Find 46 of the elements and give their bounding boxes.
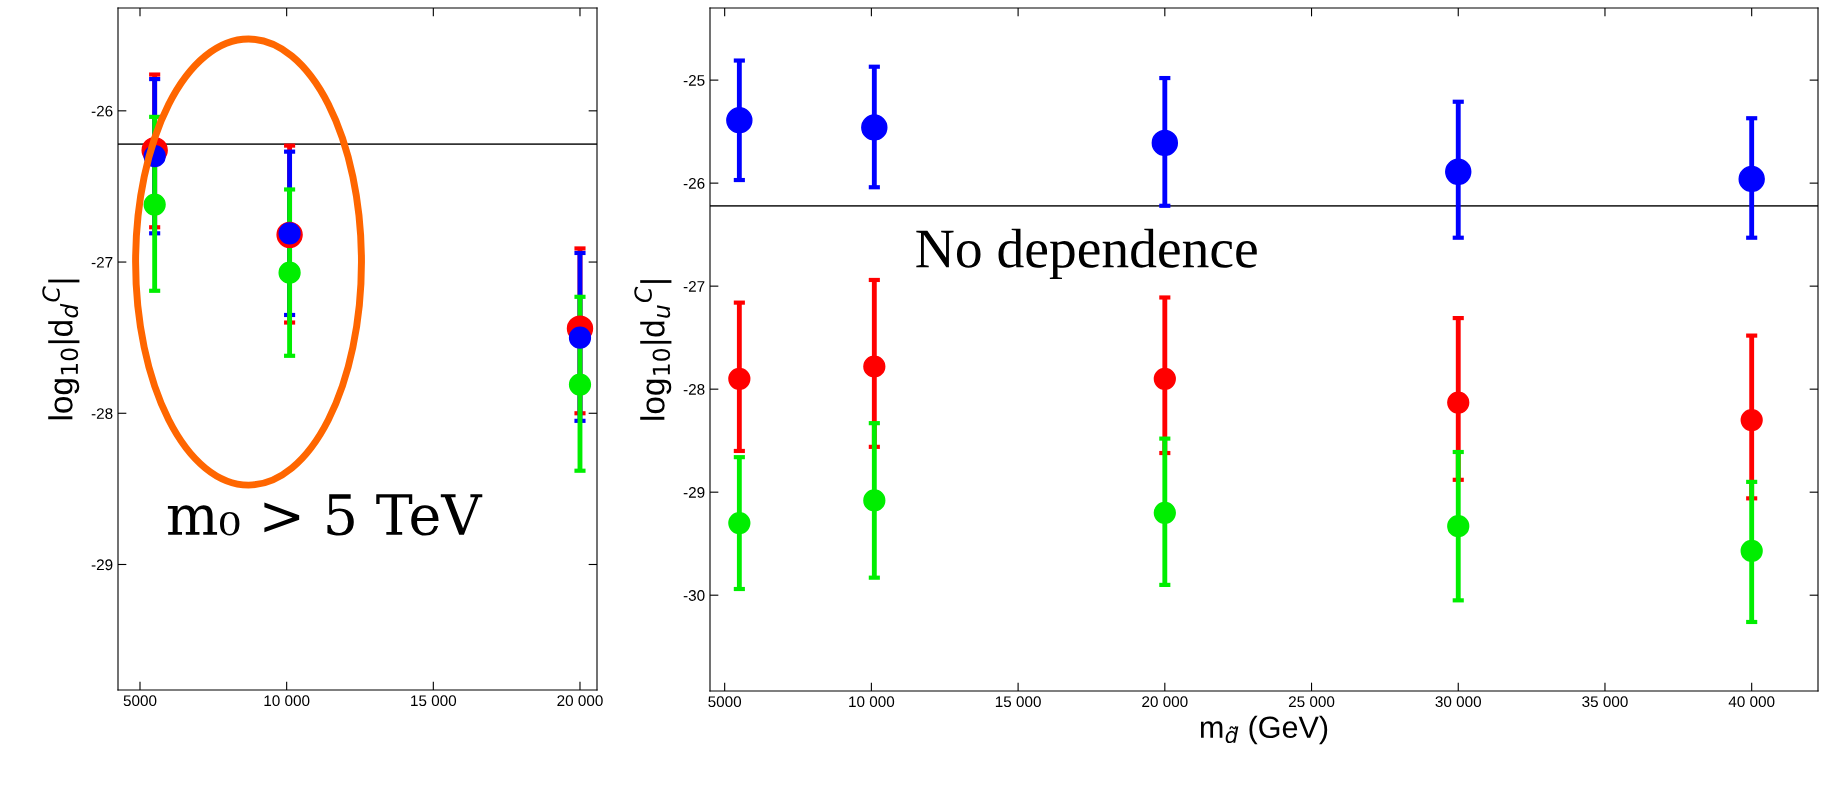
point (1740, 408, 1763, 432)
x-tick-label: 20 000 (557, 695, 603, 707)
point (863, 355, 886, 378)
y-tick-label: -25 (683, 74, 705, 86)
x-tick-label: 35 000 (1582, 696, 1628, 708)
y-tick-label: -29 (91, 559, 113, 571)
x-tick-label: 10 000 (264, 695, 310, 707)
point (863, 489, 886, 512)
x-tick-label: 15 000 (411, 695, 457, 707)
x-tick-label: 10 000 (849, 696, 895, 708)
point (861, 114, 888, 141)
x-tick-label: 30 000 (1435, 696, 1482, 708)
y-tick-label: -30 (683, 590, 705, 601)
y-tick-label: -28 (91, 408, 113, 419)
x-axis-title: m$_{d̃}$ (GeV) (1200, 715, 1328, 745)
point (1153, 367, 1176, 390)
y-axis-title: log$_{10}$|d$_{d}$$^{C}$| (42, 279, 80, 420)
annotation: m₀ > 5 TeV (167, 494, 483, 536)
x-tick-label: 5000 (123, 695, 157, 707)
point (1740, 539, 1763, 563)
y-tick-label: -27 (683, 281, 705, 292)
point (568, 326, 592, 349)
point (728, 367, 751, 390)
x-tick-label: 5000 (708, 696, 742, 708)
point (568, 373, 592, 396)
annotation: No dependence (916, 228, 1257, 280)
point (1447, 515, 1470, 538)
point (1447, 391, 1470, 414)
x-tick-label: 20 000 (1142, 696, 1188, 708)
x-tick-label: 15 000 (995, 696, 1041, 708)
point (278, 261, 301, 284)
point (728, 511, 751, 535)
y-tick-label: -29 (683, 487, 705, 498)
point (1151, 129, 1179, 157)
point (726, 107, 753, 134)
y-axis-title: log$_{10}$|d$_{u}$$^{C}$| (634, 280, 672, 420)
x-tick-label: 25 000 (1288, 696, 1335, 708)
y-tick-label: -28 (683, 384, 705, 395)
y-tick-label: -27 (91, 256, 113, 268)
point (1445, 158, 1472, 185)
y-tick-label: -26 (683, 178, 705, 189)
y-tick-label: -26 (91, 105, 113, 117)
x-tick-label: 40 000 (1728, 696, 1775, 708)
point (143, 193, 166, 216)
point (1153, 501, 1176, 524)
point (1738, 165, 1765, 193)
